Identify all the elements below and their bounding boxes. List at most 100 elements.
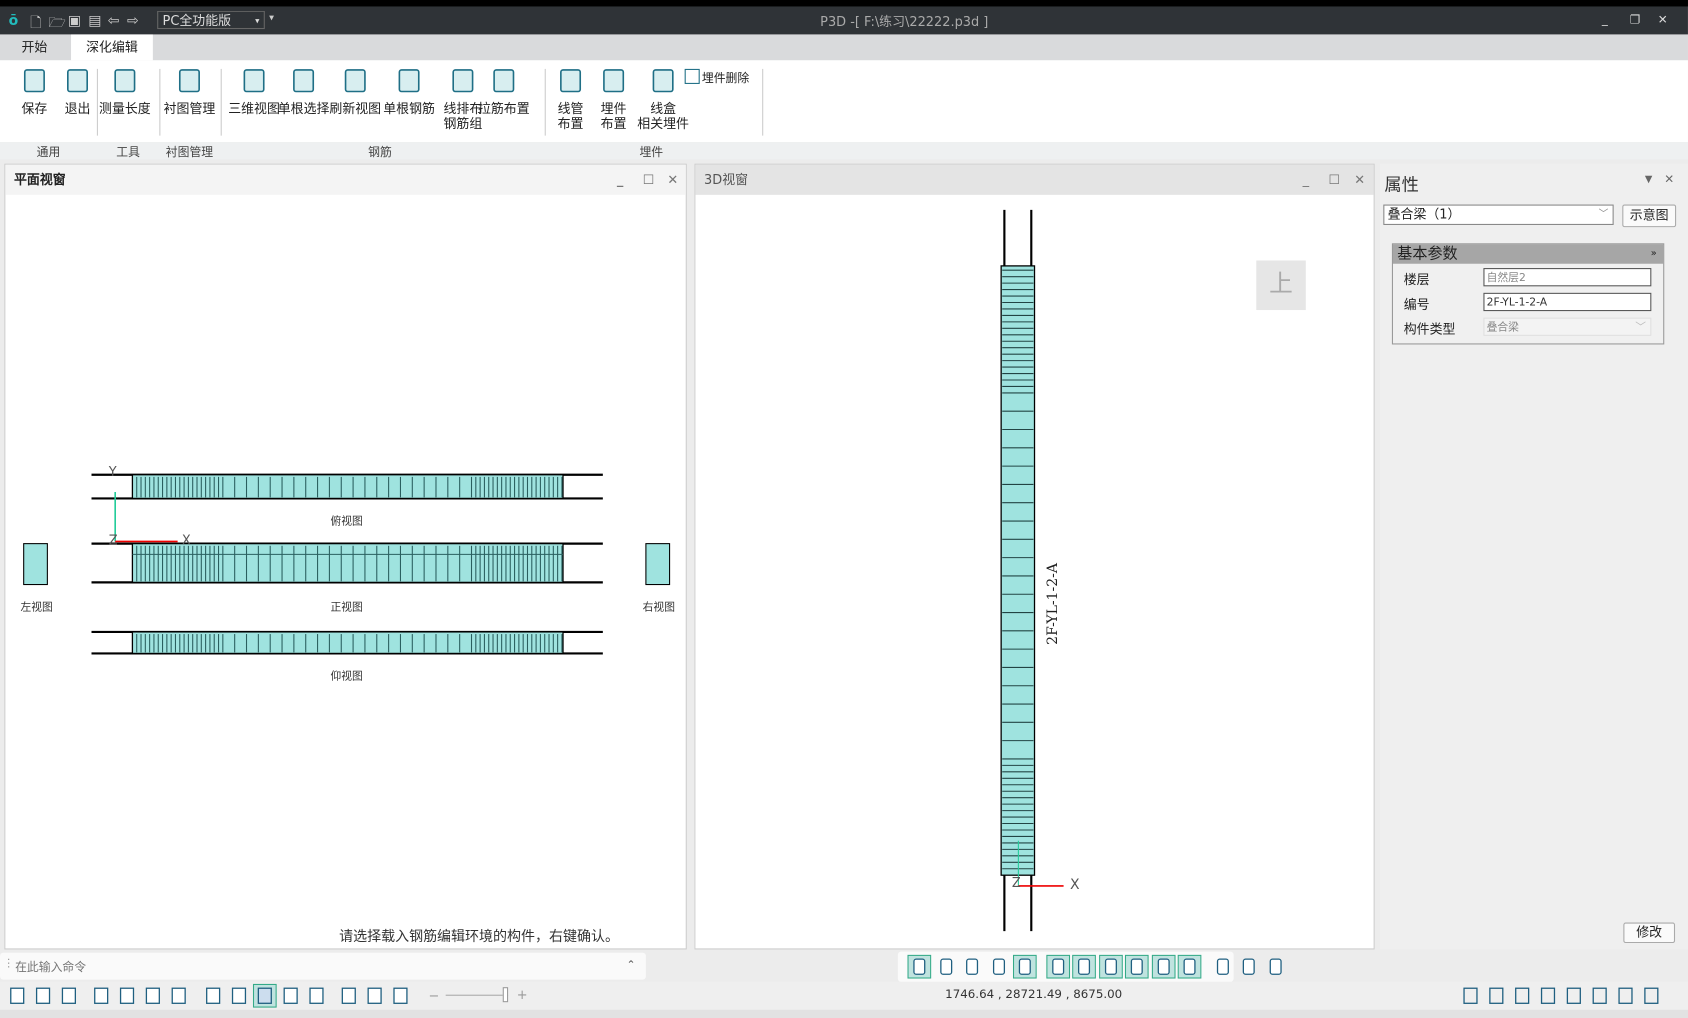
ribbon-button-2[interactable]: 测量长度: [99, 67, 151, 117]
save-icon[interactable]: ▣: [67, 12, 82, 30]
grid-icon[interactable]: [1589, 985, 1611, 1007]
prompt-message: 请选择载入钢筋编辑环境的构件，右键确认。: [339, 929, 620, 946]
type-value: 叠合梁: [1486, 321, 1519, 334]
open-folder-icon[interactable]: 🗁: [48, 15, 66, 32]
snap-mode-icon-10[interactable]: [1177, 954, 1202, 979]
wireframe-icon[interactable]: [202, 985, 224, 1007]
split-view-icon[interactable]: [32, 985, 54, 1007]
expand-icon[interactable]: [390, 985, 412, 1007]
snap-mode-icon-5[interactable]: [1045, 954, 1070, 979]
component-selector[interactable]: 叠合梁（1） ﹀: [1383, 204, 1614, 225]
settings-icon[interactable]: [1641, 985, 1663, 1007]
close-icon[interactable]: ✕: [667, 172, 679, 188]
snap-mode-icon-7[interactable]: [1098, 954, 1123, 979]
view-cube[interactable]: 上: [1256, 260, 1306, 311]
zoom-slider[interactable]: [445, 994, 509, 996]
realistic-icon[interactable]: [306, 985, 328, 1007]
zoom-icon[interactable]: [168, 985, 190, 1007]
add-view-icon[interactable]: [58, 985, 80, 1007]
maximize-icon[interactable]: ☐: [1328, 172, 1340, 188]
ribbon-button-8[interactable]: 线排布 钢筋组: [437, 67, 489, 131]
modify-button[interactable]: 修改: [1623, 922, 1676, 944]
shaded-icon[interactable]: [252, 983, 277, 1008]
snap-mode-icon-4[interactable]: [1012, 954, 1037, 979]
ribbon-button-12[interactable]: 线盒 相关埋件: [633, 67, 693, 131]
bottom-strip: [0, 1009, 1688, 1018]
pan-hand-icon[interactable]: [116, 985, 138, 1007]
code-field[interactable]: 2F-YL-1-2-A: [1483, 292, 1652, 312]
collapse-icon[interactable]: »: [1650, 248, 1657, 260]
embed-delete-button[interactable]: 埋件删除: [684, 68, 749, 86]
minimize-button[interactable]: _: [1601, 12, 1608, 27]
ribbon-button-7[interactable]: 单根钢筋: [383, 67, 435, 117]
command-input[interactable]: [12, 955, 599, 978]
zoom-out-icon[interactable]: −: [428, 988, 440, 1004]
snap-mode-icon-11[interactable]: [1212, 956, 1234, 978]
drag-handle-icon[interactable]: ⋮: [3, 958, 14, 970]
panel-menu-icon[interactable]: ▼: [1644, 174, 1653, 186]
snap-mode-icon-3[interactable]: [988, 956, 1010, 978]
zoom-in-icon[interactable]: +: [516, 987, 528, 1003]
zoom-extents-icon[interactable]: [90, 985, 112, 1007]
section-header[interactable]: 基本参数 »: [1392, 244, 1664, 264]
orbit-icon[interactable]: [142, 985, 164, 1007]
ribbon-button-5[interactable]: 单根选择: [278, 67, 329, 117]
zoom-slider-thumb[interactable]: [502, 987, 509, 1003]
diagram-button[interactable]: 示意图: [1622, 204, 1677, 228]
snap-mode-icon-9[interactable]: [1151, 954, 1175, 979]
new-view-icon[interactable]: [6, 985, 28, 1007]
ribbon-button-0[interactable]: 保存: [9, 67, 61, 117]
ribbon-button-10[interactable]: 线管 布置: [545, 67, 597, 132]
maximize-icon[interactable]: ☐: [642, 172, 655, 188]
customize-icon[interactable]: ▾: [269, 12, 275, 24]
layers-toggle-icon[interactable]: [364, 985, 386, 1007]
plan-drawing-canvas[interactable]: [5, 195, 685, 949]
ribbon-button-6[interactable]: 刷新视图: [329, 67, 381, 117]
snap-mode-icon-6[interactable]: [1072, 954, 1096, 979]
minimize-icon[interactable]: _: [616, 172, 624, 188]
snap-mode-icon-13[interactable]: [1264, 956, 1286, 978]
snap-toggle-icon[interactable]: [1460, 985, 1482, 1007]
tab-detail-edit[interactable]: 深化编辑: [71, 34, 153, 61]
tab-start[interactable]: 开始: [21, 39, 48, 55]
snap-mode-icon-0[interactable]: [907, 954, 932, 979]
close-icon[interactable]: ✕: [1664, 172, 1675, 187]
shaded-edges-icon[interactable]: [280, 985, 302, 1007]
edition-dropdown[interactable]: PC全功能版 ▾: [157, 10, 265, 30]
snap-mode-icon-8[interactable]: [1124, 954, 1149, 979]
snap-mode-icon-12[interactable]: [1238, 956, 1260, 978]
lock-icon[interactable]: [1615, 985, 1637, 1007]
snap-mode-icon-2[interactable]: [961, 956, 983, 978]
floor-field[interactable]: 自然层2: [1483, 268, 1652, 287]
bottom-view-beam-body: [131, 631, 564, 655]
ribbon-button-11[interactable]: 埋件 布置: [588, 67, 640, 131]
ribbon-button-label-2: 布置: [557, 116, 584, 132]
axis-x-label: X: [181, 532, 191, 548]
type-select[interactable]: 叠合梁 ﹀: [1483, 317, 1652, 336]
redo-icon[interactable]: ⇨: [127, 12, 139, 30]
section-title: 基本参数: [1397, 245, 1458, 263]
close-icon[interactable]: ✕: [1354, 172, 1366, 188]
ribbon-button-9[interactable]: 拉筋布置: [478, 67, 530, 117]
ribbon-button-label: 保存: [21, 101, 48, 117]
ribbon-button-3[interactable]: 衬图管理: [164, 67, 215, 117]
snap-mode-icon-1[interactable]: [935, 956, 957, 978]
angle-icon[interactable]: [1537, 985, 1559, 1007]
minimize-icon[interactable]: _: [1302, 172, 1310, 188]
close-button[interactable]: ✕: [1657, 12, 1668, 27]
ortho-icon[interactable]: [1486, 985, 1508, 1007]
new-file-icon[interactable]: 🗋: [30, 15, 42, 32]
axis-icon[interactable]: [1563, 985, 1585, 1007]
save-as-icon[interactable]: ▤: [88, 12, 102, 30]
3d-drawing-canvas[interactable]: [695, 195, 1373, 949]
right-view-section: [645, 543, 671, 586]
ribbon-button-4[interactable]: 三维视图: [224, 67, 284, 117]
ribbon-button-1[interactable]: 退出: [52, 67, 104, 117]
chevron-down-icon: ﹀: [1598, 208, 1609, 220]
restore-button[interactable]: ❐: [1629, 12, 1641, 27]
section-icon[interactable]: [338, 985, 360, 1007]
expand-up-icon[interactable]: ⌃: [626, 959, 636, 972]
polar-icon[interactable]: [1511, 985, 1533, 1007]
undo-icon[interactable]: ⇦: [107, 12, 120, 30]
hidden-line-icon[interactable]: [228, 985, 250, 1007]
